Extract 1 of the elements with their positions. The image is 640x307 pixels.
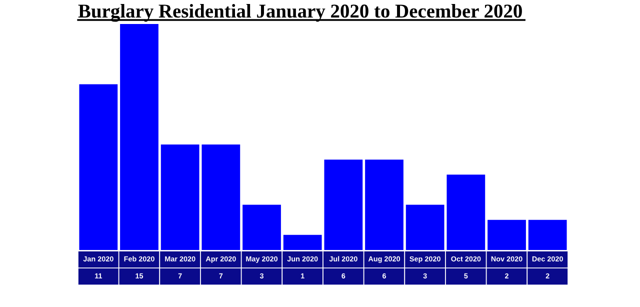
chart-title: Burglary Residential January 2020 to December 2020 [78,4,522,22]
